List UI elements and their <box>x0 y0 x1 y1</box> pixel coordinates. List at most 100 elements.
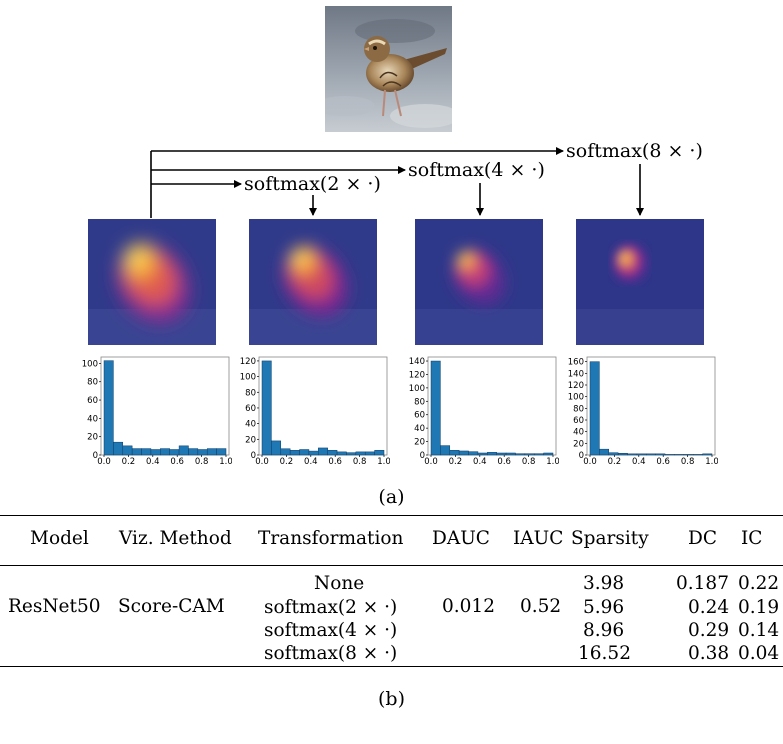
cell-iauc: 0.52 <box>520 596 562 617</box>
cell-ic-3: 0.14 <box>738 620 780 641</box>
x-tick-label: 0.0 <box>583 457 597 465</box>
hist-bar <box>216 448 227 456</box>
y-tick-label: 100 <box>240 373 256 383</box>
cell-transformation-1: None <box>314 573 365 594</box>
hist-bar <box>655 453 666 456</box>
y-tick-label: 20 <box>414 438 425 448</box>
x-tick-label: 0.4 <box>146 457 160 465</box>
header-dauc: DAUC <box>432 528 490 549</box>
y-tick-label: 140 <box>568 369 584 379</box>
y-tick-label: 140 <box>409 357 425 367</box>
hist-bar <box>113 441 124 456</box>
hist-bar <box>289 450 300 456</box>
y-tick-label: 120 <box>240 357 256 367</box>
x-tick-label: 0.4 <box>304 457 318 465</box>
hist-bar <box>683 454 694 456</box>
caption-b: (b) <box>378 688 405 710</box>
x-tick-label: 0.6 <box>170 457 184 465</box>
table-mid-rule <box>0 565 783 566</box>
hist-bar <box>336 451 347 456</box>
y-tick-label: 80 <box>245 388 256 398</box>
hist-bar <box>496 452 507 456</box>
hist-bar <box>355 451 366 456</box>
hist-bar <box>617 453 628 456</box>
cell-dc-4: 0.38 <box>688 643 730 664</box>
plot-frame <box>427 356 557 456</box>
y-tick-label: 100 <box>82 359 98 369</box>
x-tick-label: 0.2 <box>122 457 136 465</box>
x-tick-label: 0.4 <box>632 457 646 465</box>
hist-bar <box>299 449 310 456</box>
y-tick-label: 60 <box>573 416 584 426</box>
hist-bar <box>430 360 441 456</box>
hist-bar <box>280 448 291 456</box>
hist-bar <box>271 440 282 456</box>
y-tick-label: 100 <box>409 384 425 394</box>
y-tick-label: 80 <box>573 404 584 414</box>
y-tick-label: 0 <box>420 451 425 461</box>
hist-bar <box>468 451 479 456</box>
hist-bar <box>178 445 189 456</box>
cell-dc-3: 0.29 <box>688 620 730 641</box>
y-tick-label: 20 <box>573 439 584 449</box>
y-tick-label: 80 <box>87 378 98 388</box>
y-tick-label: 20 <box>245 435 256 445</box>
y-tick-label: 160 <box>568 358 584 368</box>
hist-bar <box>261 360 272 456</box>
hist-bar <box>206 448 217 456</box>
y-tick-label: 40 <box>573 428 584 438</box>
hist-bar <box>169 449 180 456</box>
hist-bar <box>702 453 713 456</box>
histogram-softmax-4: 0 20 40 60 80 100 120 140 0.0 0.2 0.4 0.6 0.8 1.0 <box>409 356 559 465</box>
cell-dc-1: 0.187 <box>676 573 729 594</box>
header-transformation: Transformation <box>258 528 404 549</box>
y-tick-label: 0 <box>93 451 98 461</box>
cell-transformation-2: softmax(2 × ·) <box>264 597 398 618</box>
hist-bar <box>543 452 554 456</box>
header-ic: IC <box>741 528 763 549</box>
transform-label-4: softmax(4 × ·) <box>408 159 545 181</box>
hist-bar <box>477 452 488 456</box>
hist-bar <box>515 453 526 456</box>
x-tick-label: 0.8 <box>522 457 536 465</box>
y-tick-label: 20 <box>87 433 98 443</box>
y-tick-label: 60 <box>87 396 98 406</box>
heatmap-softmax-4 <box>415 219 543 345</box>
hist-bar <box>197 449 208 456</box>
hist-bar <box>458 450 469 456</box>
x-tick-label: 1.0 <box>705 457 718 465</box>
y-tick-label: 100 <box>568 393 584 403</box>
x-tick-label: 1.0 <box>546 457 559 465</box>
x-tick-label: 0.8 <box>353 457 367 465</box>
y-tick-label: 40 <box>245 420 256 430</box>
x-tick-label: 1.0 <box>219 457 232 465</box>
header-model: Model <box>30 528 89 549</box>
cell-sparsity-3: 8.96 <box>583 620 625 641</box>
y-tick-label: 40 <box>414 424 425 434</box>
transform-label-2: softmax(2 × ·) <box>244 173 381 195</box>
x-tick-label: 0.0 <box>424 457 438 465</box>
hist-bar <box>103 360 114 456</box>
y-tick-label: 80 <box>414 397 425 407</box>
hist-bar <box>449 450 460 456</box>
cell-method: Score-CAM <box>118 596 225 617</box>
x-tick-label: 1.0 <box>377 457 390 465</box>
hist-bar <box>150 449 161 456</box>
header-viz-method: Viz. Method <box>119 528 232 549</box>
cell-ic-1: 0.22 <box>738 573 780 594</box>
y-tick-label: 60 <box>245 404 256 414</box>
y-tick-label: 60 <box>414 411 425 421</box>
hist-bar <box>131 448 142 456</box>
x-tick-label: 0.0 <box>255 457 269 465</box>
hist-bar <box>440 445 451 456</box>
heatmap-softmax-2 <box>249 219 377 345</box>
hist-bar <box>505 452 516 456</box>
cell-sparsity-1: 3.98 <box>583 573 625 594</box>
hist-bar <box>487 452 497 456</box>
x-tick-label: 0.6 <box>328 457 342 465</box>
x-tick-label: 0.2 <box>449 457 463 465</box>
x-tick-label: 0.2 <box>608 457 622 465</box>
header-sparsity: Sparsity <box>571 528 649 549</box>
hist-bar <box>160 448 170 456</box>
